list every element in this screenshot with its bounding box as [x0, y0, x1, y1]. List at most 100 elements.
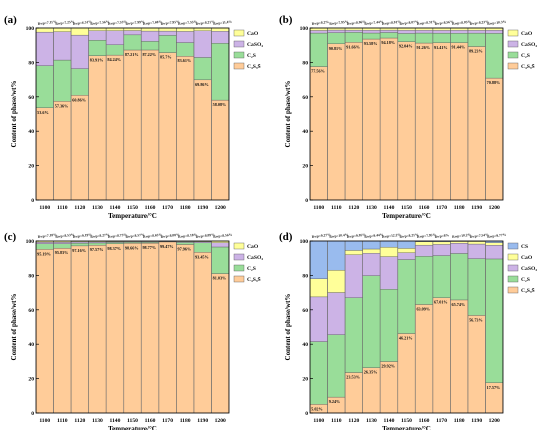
data-label: 60.86%: [72, 97, 86, 102]
legend-swatch: [233, 51, 245, 59]
data-label: 91.66%: [346, 44, 360, 49]
data-label: 94.18%: [381, 40, 395, 45]
bar-segment: [88, 55, 107, 201]
bar-segment: [53, 59, 72, 102]
bar-segment: [141, 49, 159, 201]
rwp-label: Rwp=10.3%: [487, 20, 507, 26]
legend-swatch: [507, 242, 519, 250]
x-axis-title: Temperature/°C: [108, 212, 157, 220]
bar-segment: [432, 32, 451, 43]
x-axis-title: Temperature/°C: [108, 425, 157, 430]
bar-segment: [397, 252, 416, 260]
data-label: 70.88%: [487, 80, 501, 85]
bar-segment: [380, 29, 398, 33]
rwp-label: Rwp=7.68%: [143, 20, 163, 26]
x-tick-label: 1110: [331, 418, 342, 424]
bar-segment: [176, 244, 194, 414]
y-tick-label: 80: [302, 273, 308, 279]
bar-segment: [467, 32, 486, 47]
rwp-label: Rwp=7.25%: [55, 20, 75, 26]
x-tick-label: 1190: [197, 418, 208, 424]
data-label: 98.66%: [125, 245, 139, 250]
x-tick-label: 1170: [162, 205, 173, 211]
plot-frame: [309, 27, 504, 201]
data-label: 53.6%: [37, 110, 49, 115]
rwp-label: Rwp=9.19%: [73, 233, 93, 239]
bar-segment: [211, 27, 229, 32]
bar-segment: [71, 95, 89, 201]
bar-segment: [380, 289, 398, 362]
rwp-label: Rwp=8.23%: [469, 20, 489, 26]
y-tick-label: 80: [302, 60, 308, 66]
rwp-label: Rwp=7.11%: [38, 20, 58, 26]
y-tick-label: 20: [302, 377, 308, 383]
rwp-label: Rwp=7.18%: [38, 233, 58, 239]
bar-segment: [310, 32, 328, 67]
rwp-label: Rwp=7.56%: [90, 20, 110, 26]
bar-segment: [380, 240, 398, 248]
bar-segment: [88, 27, 107, 31]
x-tick-label: 1120: [348, 418, 359, 424]
legend-label: CaO: [247, 31, 259, 37]
panel-label: (a): [4, 14, 17, 26]
plot-frame: [35, 27, 230, 201]
bar-segment: [432, 42, 451, 201]
bar-segment: [211, 242, 229, 248]
data-label: 91.44%: [452, 45, 466, 50]
y-tick-label: 20: [28, 377, 34, 383]
bar-segment: [345, 32, 363, 43]
bar-segment: [362, 248, 381, 254]
bar-segment: [450, 42, 468, 201]
bar-segment: [193, 27, 212, 31]
bar-segment: [397, 30, 416, 34]
legend-swatch: [507, 62, 519, 70]
x-tick-label: 1100: [313, 205, 324, 211]
bar-segment: [485, 242, 503, 246]
data-label: 17.57%: [487, 385, 501, 390]
rwp-label: Rwp=8.27%: [90, 233, 110, 239]
bar-segment: [88, 245, 107, 414]
bar-segment: [141, 30, 159, 42]
bar-segment: [106, 243, 124, 414]
rwp-label: Rwp=8.05%: [452, 20, 472, 26]
legend-swatch: [233, 275, 245, 283]
bar-segment: [345, 254, 363, 298]
bar-segment: [53, 243, 72, 249]
data-label: 26.35%: [364, 370, 378, 375]
rwp-label: Rwp=10.4%: [329, 233, 349, 239]
legend-label: C₂S: [247, 53, 256, 59]
x-tick-label: 1140: [110, 205, 121, 211]
bar-segment: [415, 42, 433, 201]
bar-segment: [193, 30, 212, 58]
x-tick-label: 1190: [471, 418, 482, 424]
x-tick-label: 1100: [39, 418, 50, 424]
rwp-label: Rwp=8.57%: [125, 233, 145, 239]
bar-segment: [415, 30, 433, 34]
bar-segment: [193, 57, 212, 81]
x-tick-label: 1150: [127, 205, 138, 211]
bar-segment: [176, 42, 194, 57]
bar-segment: [193, 252, 212, 414]
bar-segment: [123, 34, 142, 51]
x-tick-label: 1180: [454, 205, 465, 211]
y-axis-title: Content of phase/wt%: [10, 81, 18, 148]
legend-swatch: [507, 40, 519, 48]
y-axis-title: Content of phase/wt%: [10, 294, 18, 361]
data-label: 98.77%: [142, 245, 156, 250]
x-tick-label: 1140: [384, 205, 395, 211]
rwp-label: Rwp=7.54%: [469, 233, 489, 239]
rwp-label: Rwp=8.31%: [417, 20, 437, 26]
bar-segment: [88, 242, 107, 246]
x-tick-label: 1120: [74, 418, 85, 424]
bar-segment: [362, 275, 381, 368]
legend-label: CaSO₄: [521, 266, 537, 272]
panel-label: (d): [279, 231, 293, 243]
rwp-label: Rwp=7.53%: [108, 20, 128, 26]
rwp-label: Rwp=8.21%: [399, 233, 419, 239]
bar-segment: [362, 30, 381, 34]
legend-label: C₄S₃S̄: [521, 63, 535, 70]
bar-segment: [158, 35, 177, 53]
legend-label: C₂S: [521, 53, 530, 59]
bar-segment: [36, 243, 54, 250]
data-label: 85.7%: [160, 55, 172, 60]
